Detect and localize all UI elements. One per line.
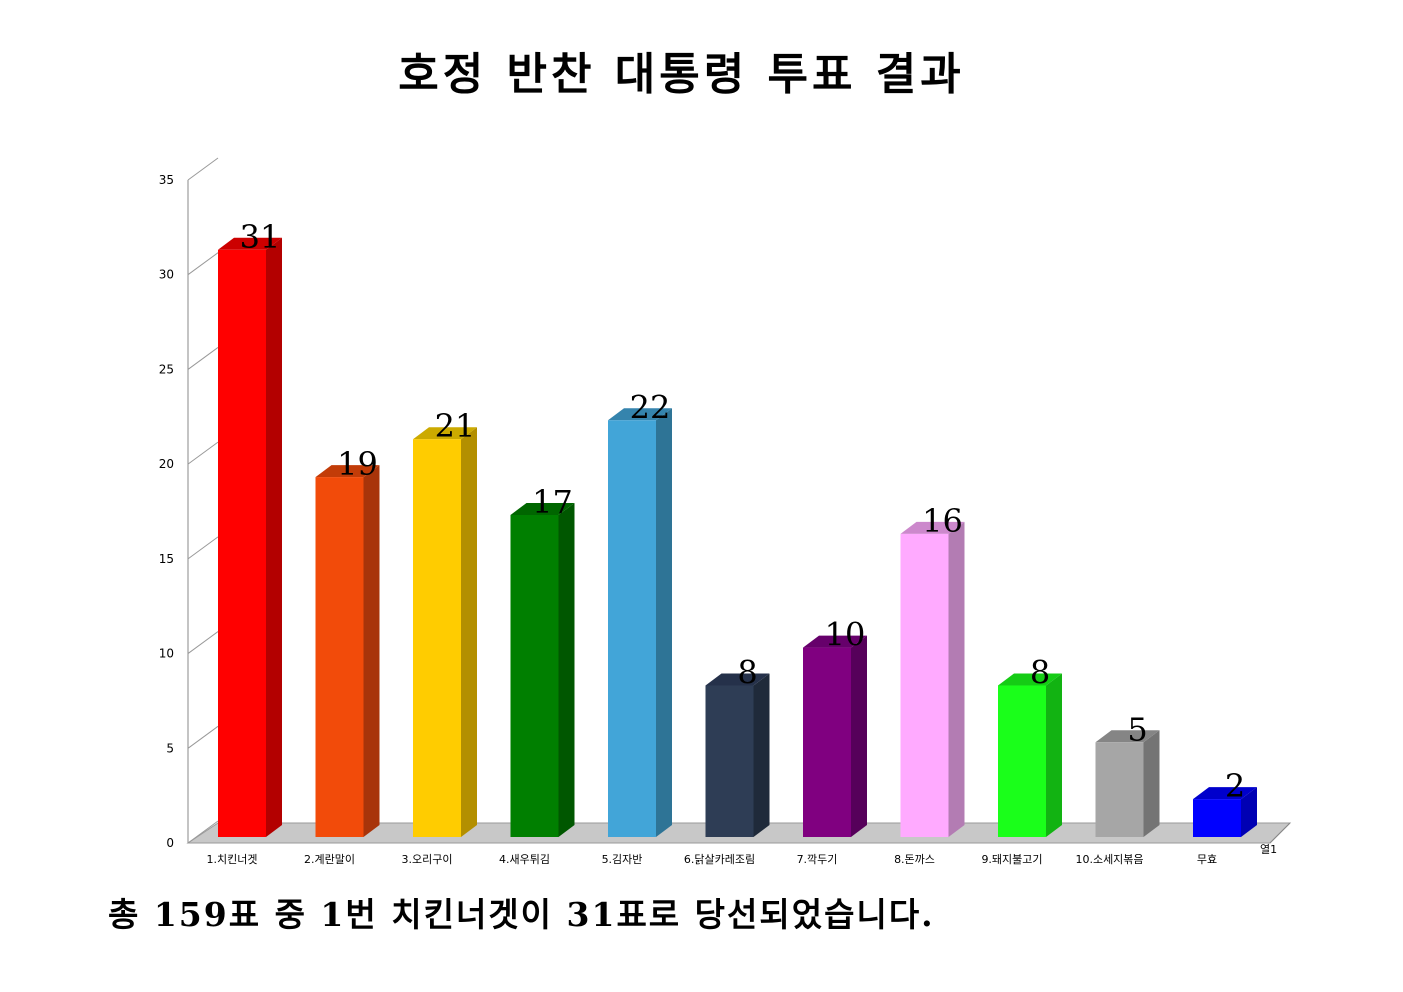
bar	[1193, 799, 1241, 837]
bar-side	[1241, 787, 1257, 837]
data-label: 10	[825, 616, 866, 654]
x-tick-label: 9.돼지불고기	[981, 853, 1042, 866]
bar	[315, 477, 364, 837]
chart-bars	[218, 237, 1257, 837]
bar-top	[803, 635, 867, 648]
bar-side	[363, 465, 380, 837]
y-tick-mark	[187, 820, 219, 844]
result-summary: 총 159표 중 1번 치킨너겟이 31표로 당선되었습니다.	[108, 895, 935, 934]
y-tick-label: 25	[159, 362, 174, 376]
bar	[413, 439, 461, 837]
x-tick-label: 1.치킨너겟	[207, 853, 258, 866]
x-tick-label: 3.오리구이	[402, 853, 453, 866]
data-label: 2	[1225, 767, 1245, 805]
bar-side	[948, 521, 965, 837]
x-tick-label: 8.돈까스	[894, 853, 935, 866]
bar	[510, 514, 559, 837]
bar	[998, 685, 1046, 837]
x-tick-label: 4.새우튀김	[499, 853, 550, 866]
data-label: 8	[1030, 653, 1050, 691]
bar	[218, 249, 266, 837]
bar	[803, 647, 851, 837]
y-tick-mark	[187, 631, 219, 654]
chart-labels: 31 1.치킨너겟 19 2.계란말이 21 3.오리구이 17 4.새우튀김 22 5.김자반 8…	[207, 218, 1278, 866]
bar-top	[1193, 787, 1257, 800]
x-tick-label: 10.소세지볶음	[1075, 853, 1143, 866]
bar-side	[656, 408, 672, 837]
bar-top	[1095, 730, 1160, 743]
bar-top	[608, 408, 672, 421]
chart-title: 호정 반찬 대통령 투표 결과	[398, 49, 965, 100]
floor-edge	[1269, 822, 1291, 844]
y-tick-label: 10	[159, 647, 174, 661]
bar-top	[218, 237, 282, 250]
series-label: 열1	[1260, 843, 1277, 856]
bar-top	[315, 465, 380, 478]
bar-top	[413, 427, 477, 440]
y-tick-label: 35	[159, 173, 174, 187]
y-tick-mark	[187, 725, 219, 749]
bar	[705, 685, 754, 837]
bar-top	[998, 673, 1062, 686]
y-tick-mark	[187, 157, 219, 181]
x-tick-label: 7.깍두기	[797, 853, 838, 866]
bar	[1095, 742, 1144, 837]
bar-side	[1046, 673, 1062, 837]
x-tick-label: 무효	[1197, 853, 1217, 866]
y-tick-mark	[187, 347, 219, 370]
bar-side	[558, 502, 575, 837]
bar	[900, 533, 949, 837]
bar-side	[851, 635, 867, 837]
y-tick-label: 20	[159, 457, 174, 471]
y-tick-mark	[187, 252, 219, 276]
bar-top	[900, 521, 965, 534]
x-tick-label: 5.김자반	[602, 853, 643, 866]
data-label: 8	[737, 653, 757, 691]
bar-side	[753, 673, 770, 837]
bar-top	[705, 673, 770, 686]
y-tick-mark	[187, 536, 219, 560]
data-label: 17	[532, 483, 573, 521]
data-label: 5	[1127, 710, 1147, 748]
bar-side	[1143, 730, 1160, 837]
data-label: 16	[922, 502, 963, 540]
bar-side	[266, 237, 282, 837]
bar-top	[510, 502, 575, 515]
data-label: 31	[240, 218, 281, 256]
data-label: 21	[435, 407, 476, 445]
x-tick-label: 2.계란말이	[304, 853, 355, 866]
y-tick-label: 5	[166, 741, 174, 755]
y-tick-label: 15	[159, 552, 174, 566]
bar-side	[461, 427, 477, 837]
y-tick-label: 0	[166, 836, 174, 850]
x-tick-label: 6.닭살카레조림	[684, 853, 755, 866]
y-tick-label: 30	[159, 268, 174, 282]
y-tick-mark	[187, 441, 219, 465]
bar	[608, 420, 656, 837]
data-label: 22	[630, 388, 671, 426]
data-label: 19	[337, 445, 378, 483]
